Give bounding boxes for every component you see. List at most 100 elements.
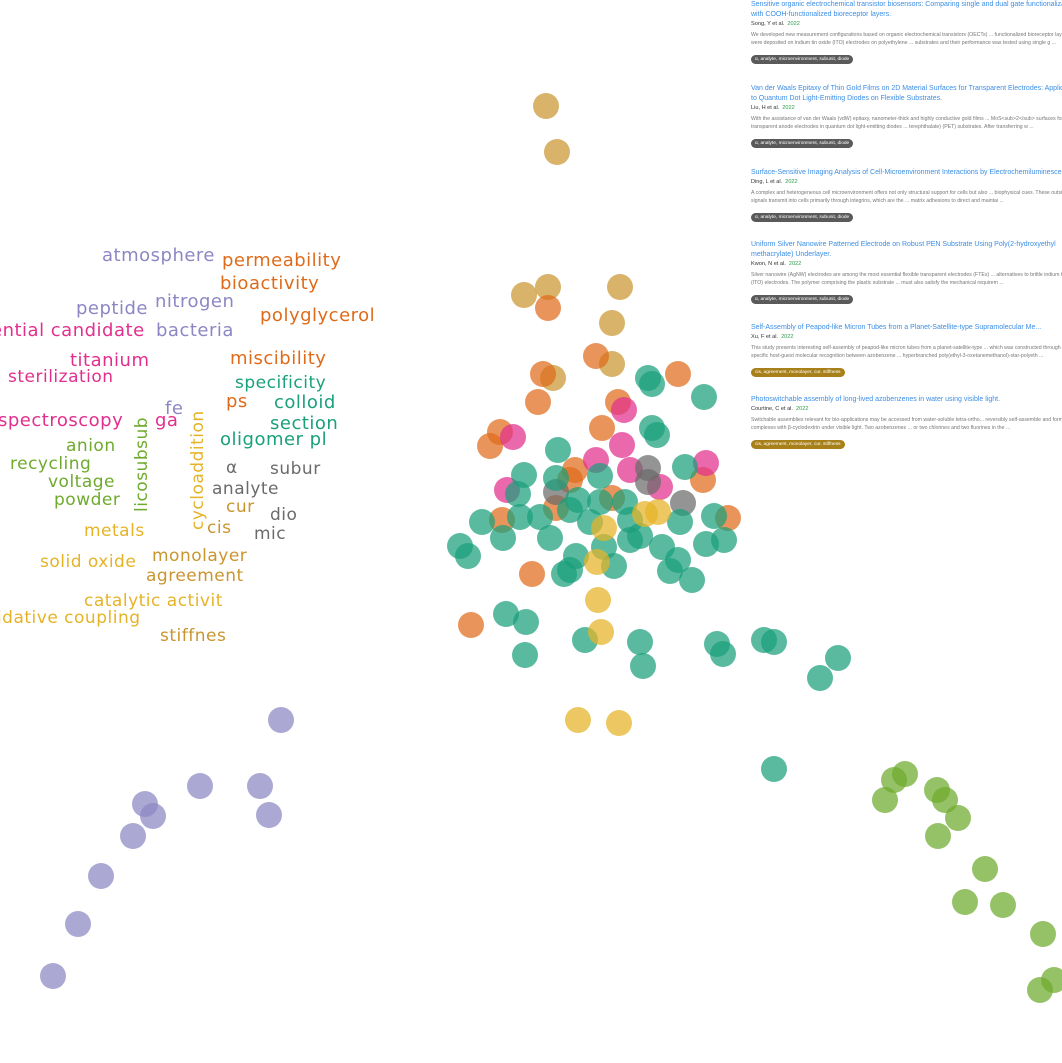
- document-point[interactable]: [635, 469, 661, 495]
- word-cloud-term[interactable]: catalytic activit: [84, 591, 223, 611]
- word-cloud-term[interactable]: atmosphere: [102, 245, 215, 266]
- word-cloud-term[interactable]: specificity: [235, 373, 327, 393]
- document-point[interactable]: [644, 422, 670, 448]
- document-point[interactable]: [585, 587, 611, 613]
- document-point[interactable]: [587, 489, 613, 515]
- document-point[interactable]: [535, 274, 561, 300]
- document-point[interactable]: [952, 889, 978, 915]
- document-point[interactable]: [583, 343, 609, 369]
- document-point[interactable]: [477, 433, 503, 459]
- document-point[interactable]: [761, 629, 787, 655]
- result-tag-badge[interactable]: α, analyte, microenvironment, subunit, d…: [751, 139, 854, 149]
- document-point[interactable]: [458, 612, 484, 638]
- word-cloud-term[interactable]: polyglycerol: [260, 305, 376, 326]
- result-tag-badge[interactable]: α, analyte, microenvironment, subunit, d…: [751, 295, 854, 305]
- document-point[interactable]: [945, 805, 971, 831]
- document-point[interactable]: [665, 361, 691, 387]
- word-cloud-term[interactable]: cur: [226, 497, 255, 517]
- word-cloud-term[interactable]: ga: [155, 410, 179, 431]
- document-point[interactable]: [667, 509, 693, 535]
- word-cloud-term[interactable]: licosubsub: [132, 416, 152, 512]
- document-point[interactable]: [455, 543, 481, 569]
- document-point[interactable]: [519, 561, 545, 587]
- result-tag-badge[interactable]: α, analyte, microenvironment, subunit, d…: [751, 213, 854, 223]
- document-point[interactable]: [1027, 977, 1053, 1003]
- result-tag-badge[interactable]: α, analyte, microenvironment, subunit, d…: [751, 55, 854, 65]
- document-point[interactable]: [587, 463, 613, 489]
- document-point[interactable]: [584, 549, 610, 575]
- result-title-link[interactable]: Sensitive organic electrochemical transi…: [751, 1, 1062, 18]
- word-cloud-term[interactable]: oligomer pl: [220, 429, 328, 450]
- document-point[interactable]: [609, 432, 635, 458]
- result-title-link[interactable]: Surface-Sensitive Imaging Analysis of Ce…: [751, 169, 1062, 176]
- document-point[interactable]: [711, 527, 737, 553]
- document-point[interactable]: [630, 653, 656, 679]
- result-tag-badge[interactable]: cis, agreement, monolayer, cur, stiffnes…: [751, 440, 845, 450]
- document-point[interactable]: [505, 481, 531, 507]
- word-cloud-term[interactable]: miscibility: [230, 348, 327, 369]
- document-point[interactable]: [599, 310, 625, 336]
- word-cloud-term[interactable]: spectroscopy: [0, 410, 124, 431]
- document-point[interactable]: [679, 567, 705, 593]
- document-point[interactable]: [807, 665, 833, 691]
- document-point[interactable]: [537, 525, 563, 551]
- document-point[interactable]: [469, 509, 495, 535]
- document-point[interactable]: [588, 619, 614, 645]
- word-cloud-term[interactable]: mic: [254, 524, 287, 544]
- word-cloud-term[interactable]: fe: [165, 398, 184, 419]
- document-point[interactable]: [40, 963, 66, 989]
- document-point[interactable]: [627, 523, 653, 549]
- document-point[interactable]: [247, 773, 273, 799]
- word-cloud-term[interactable]: ps: [226, 391, 248, 412]
- word-cloud-term[interactable]: stiffnes: [160, 626, 227, 646]
- document-point[interactable]: [1030, 921, 1056, 947]
- document-point[interactable]: [701, 503, 727, 529]
- result-tag-badge[interactable]: cis, agreement, monolayer, cur, stiffnes…: [751, 368, 845, 378]
- word-cloud-term[interactable]: α: [226, 458, 238, 478]
- word-cloud-term[interactable]: bioactivity: [220, 273, 320, 294]
- document-point[interactable]: [268, 707, 294, 733]
- document-point[interactable]: [513, 609, 539, 635]
- document-point[interactable]: [544, 139, 570, 165]
- word-cloud-term[interactable]: solid oxide: [40, 552, 137, 572]
- word-cloud-term[interactable]: sterilization: [8, 367, 114, 387]
- document-point[interactable]: [88, 863, 114, 889]
- document-point[interactable]: [565, 707, 591, 733]
- word-cloud-term[interactable]: permeability: [222, 250, 342, 271]
- document-point[interactable]: [611, 397, 637, 423]
- document-point[interactable]: [645, 499, 671, 525]
- document-point[interactable]: [872, 787, 898, 813]
- document-point[interactable]: [493, 601, 519, 627]
- document-point[interactable]: [527, 504, 553, 530]
- document-point[interactable]: [511, 282, 537, 308]
- document-point[interactable]: [557, 497, 583, 523]
- word-cloud-term[interactable]: cis: [207, 518, 232, 538]
- document-point[interactable]: [545, 437, 571, 463]
- document-point[interactable]: [525, 389, 551, 415]
- word-cloud-term[interactable]: oxidative coupling: [0, 608, 141, 628]
- document-point[interactable]: [761, 756, 787, 782]
- word-cloud-term[interactable]: anion: [66, 436, 116, 456]
- word-cloud-term[interactable]: powder: [54, 490, 121, 510]
- word-cloud-term[interactable]: potential candidate: [0, 320, 145, 341]
- word-cloud-term[interactable]: metals: [84, 521, 145, 541]
- document-point[interactable]: [693, 450, 719, 476]
- document-point[interactable]: [530, 361, 556, 387]
- document-point[interactable]: [500, 424, 526, 450]
- result-title-link[interactable]: Van der Waals Epitaxy of Thin Gold Films…: [751, 85, 1062, 102]
- document-point[interactable]: [589, 415, 615, 441]
- document-point[interactable]: [187, 773, 213, 799]
- document-point[interactable]: [551, 561, 577, 587]
- document-point[interactable]: [627, 629, 653, 655]
- word-cloud-term[interactable]: bacteria: [156, 320, 234, 341]
- document-point[interactable]: [65, 911, 91, 937]
- document-point[interactable]: [881, 767, 907, 793]
- result-title-link[interactable]: Self-Assembly of Peapod-like Micron Tube…: [751, 324, 1042, 331]
- document-point[interactable]: [672, 454, 698, 480]
- document-point[interactable]: [533, 93, 559, 119]
- document-point[interactable]: [543, 465, 569, 491]
- document-point[interactable]: [507, 504, 533, 530]
- word-cloud-term[interactable]: monolayer: [152, 546, 248, 566]
- word-cloud-term[interactable]: peptide: [76, 298, 148, 319]
